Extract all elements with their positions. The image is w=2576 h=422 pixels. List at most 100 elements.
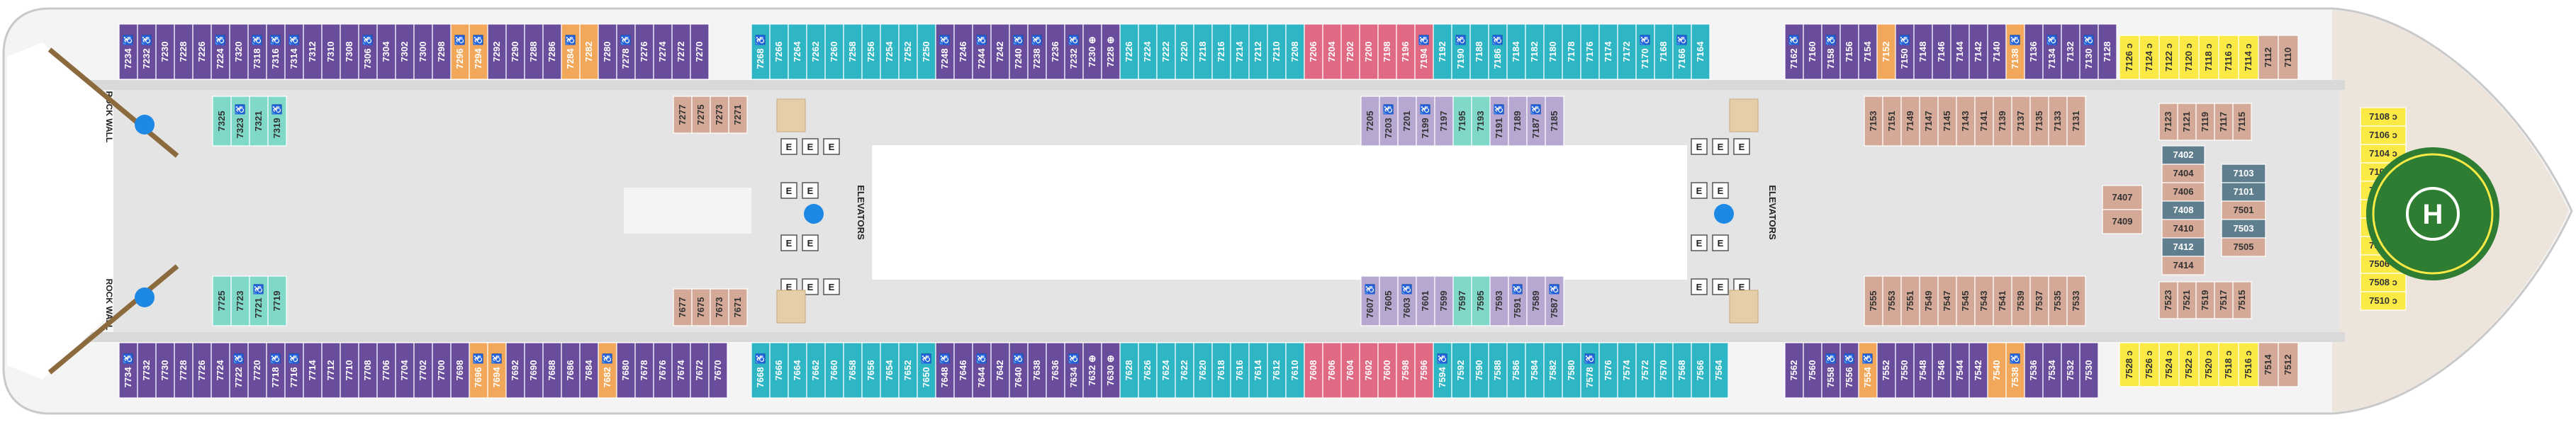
cabin-box[interactable] [728, 288, 748, 326]
cabin-7726[interactable]: 7726 [192, 342, 212, 399]
cabin-7258[interactable]: 7258 [843, 23, 863, 80]
cabin-box[interactable] [505, 23, 525, 80]
cabin-7298[interactable]: 7298 [432, 23, 452, 80]
cabin-box[interactable] [1452, 275, 1472, 326]
cabin-box[interactable] [413, 342, 433, 399]
cabin-box[interactable] [137, 23, 157, 80]
cabin-7518[interactable]: 7518 ↄ [2218, 342, 2239, 387]
cabin-7505[interactable]: 7505 [2221, 237, 2266, 257]
cabin-box[interactable] [2232, 103, 2252, 141]
cabin-box[interactable] [2360, 291, 2407, 311]
cabin-7556[interactable]: 7556 ♿ [1839, 342, 1859, 399]
cabin-7145[interactable]: 7145 [1937, 96, 1957, 147]
cabin-box[interactable] [579, 23, 599, 80]
cabin-box[interactable] [2066, 275, 2086, 326]
cabin-box[interactable] [691, 96, 711, 134]
cabin-7168[interactable]: 7168 [1654, 23, 1674, 80]
cabin-box[interactable] [1635, 342, 1655, 399]
cabin-box[interactable] [673, 96, 693, 134]
cabin-7120[interactable]: 7120 ↄ [2178, 35, 2200, 80]
cabin-7402[interactable]: 7402 [2161, 145, 2205, 165]
cabin-7698[interactable]: 7698 [450, 342, 470, 399]
cabin-7194[interactable]: 7194 ♿ [1414, 23, 1434, 80]
cabin-7162[interactable]: 7162 ♿ [1784, 23, 1804, 80]
cabin-7178[interactable]: 7178 [1562, 23, 1581, 80]
cabin-7318[interactable]: 7318 ♿ [247, 23, 267, 80]
cabin-box[interactable] [1211, 342, 1231, 399]
cabin-box[interactable] [2232, 281, 2252, 319]
cabin-7238[interactable]: 7238 ♿ [1027, 23, 1047, 80]
cabin-7412[interactable]: 7412 [2161, 237, 2205, 257]
cabin-box[interactable] [1340, 342, 1360, 399]
cabin-box[interactable] [1882, 96, 1902, 147]
cabin-box[interactable] [935, 342, 955, 399]
cabin-box[interactable] [1082, 342, 1102, 399]
cabin-box[interactable] [1858, 342, 1878, 399]
cabin-box[interactable] [1919, 96, 1939, 147]
cabin-box[interactable] [212, 96, 232, 147]
cabin-7678[interactable]: 7678 [634, 342, 654, 399]
cabin-7662[interactable]: 7662 [806, 342, 826, 399]
cabin-7672[interactable]: 7672 [690, 342, 710, 399]
cabin-7126[interactable]: 7126 ↄ [2119, 35, 2140, 80]
cabin-7139[interactable]: 7139 [1993, 96, 2012, 147]
cabin-7300[interactable]: 7300 [413, 23, 433, 80]
cabin-7224[interactable]: 7224 [1138, 23, 1158, 80]
cabin-box[interactable] [953, 23, 973, 80]
cabin-box[interactable] [1508, 275, 1528, 326]
cabin-7626[interactable]: 7626 [1138, 342, 1158, 399]
cabin-7414[interactable]: 7414 [2161, 256, 2205, 275]
cabin-7555[interactable]: 7555 [1864, 275, 1883, 326]
cabin-box[interactable] [1784, 342, 1804, 399]
cabin-7592[interactable]: 7592 [1451, 342, 1471, 399]
cabin-box[interactable] [1913, 342, 1933, 399]
cabin-box[interactable] [561, 342, 581, 399]
cabin-box[interactable] [1193, 23, 1213, 80]
cabin-box[interactable] [751, 342, 771, 399]
cabin-7544[interactable]: 7544 [1950, 342, 1970, 399]
cabin-box[interactable] [1433, 342, 1452, 399]
cabin-7712[interactable]: 7712 [321, 342, 341, 399]
cabin-box[interactable] [137, 342, 157, 399]
cabin-box[interactable] [2102, 209, 2143, 234]
cabin-7172[interactable]: 7172 [1617, 23, 1637, 80]
cabin-7521[interactable]: 7521 [2177, 281, 2197, 319]
cabin-7552[interactable]: 7552 [1876, 342, 1896, 399]
cabin-7530[interactable]: 7530 [2079, 342, 2099, 399]
cabin-box[interactable] [487, 23, 507, 80]
cabin-box[interactable] [673, 288, 693, 326]
cabin-box[interactable] [708, 342, 728, 399]
cabin-7208[interactable]: 7208 [1285, 23, 1305, 80]
cabin-7535[interactable]: 7535 [2048, 275, 2068, 326]
cabin-7710[interactable]: 7710 [340, 342, 359, 399]
cabin-7228[interactable]: 7228 [174, 23, 194, 80]
cabin-7164[interactable]: 7164 [1691, 23, 1710, 80]
cabin-box[interactable] [118, 342, 138, 399]
cabin-7266[interactable]: 7266 [769, 23, 789, 80]
cabin-7721[interactable]: 7721 ♿ [249, 275, 269, 326]
cabin-7597[interactable]: 7597 [1452, 275, 1472, 326]
cabin-7409[interactable]: 7409 [2102, 209, 2143, 234]
cabin-box[interactable] [1839, 23, 1859, 80]
cabin-7599[interactable]: 7599 [1434, 275, 1454, 326]
cabin-7306[interactable]: 7306 ♿ [358, 23, 378, 80]
cabin-box[interactable] [303, 342, 323, 399]
cabin-7674[interactable]: 7674 [671, 342, 691, 399]
cabin-7538[interactable]: 7538 ♿ [2005, 342, 2025, 399]
cabin-7320[interactable]: 7320 [229, 23, 249, 80]
cabin-box[interactable] [321, 342, 341, 399]
cabin-box[interactable] [843, 23, 863, 80]
cabin-7730[interactable]: 7730 [155, 342, 175, 399]
cabin-box[interactable] [2061, 23, 2081, 80]
cabin-7234[interactable]: 7234 ♿ [118, 23, 138, 80]
cabin-7226[interactable]: 7226 [1119, 23, 1139, 80]
cabin-7684[interactable]: 7684 [579, 342, 599, 399]
cabin-7302[interactable]: 7302 [395, 23, 415, 80]
cabin-box[interactable] [2214, 281, 2234, 319]
cabin-7147[interactable]: 7147 [1919, 96, 1939, 147]
cabin-box[interactable] [155, 23, 175, 80]
cabin-7272[interactable]: 7272 [671, 23, 691, 80]
cabin-7230[interactable]: 7230 [155, 23, 175, 80]
cabin-box[interactable] [788, 23, 807, 80]
cabin-box[interactable] [1580, 342, 1600, 399]
